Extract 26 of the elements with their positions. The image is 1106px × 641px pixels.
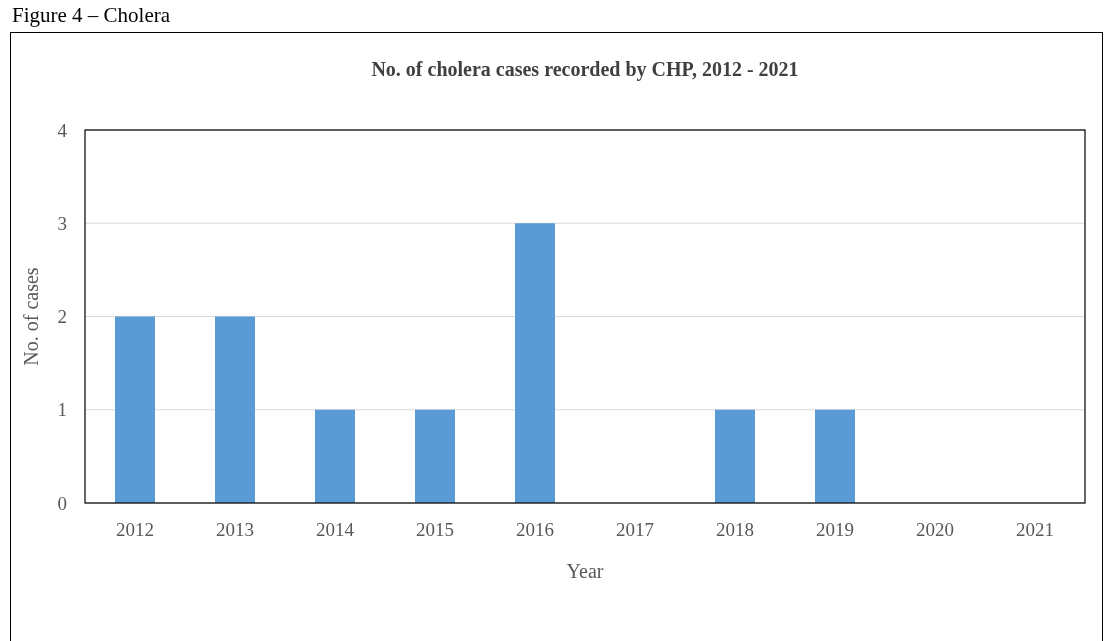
y-tick-label: 3 — [57, 212, 67, 234]
x-tick-label: 2017 — [616, 519, 654, 541]
chart-title: No. of cholera cases recorded by CHP, 2012 - 2021 — [371, 58, 799, 81]
bar — [315, 409, 355, 503]
bar — [115, 316, 155, 503]
x-tick-label: 2019 — [816, 519, 854, 541]
y-tick-label: 0 — [57, 492, 67, 514]
bar — [515, 223, 555, 503]
y-tick-label: 2 — [57, 306, 67, 328]
x-tick-label: 2018 — [716, 519, 754, 541]
x-axis-title: Year — [566, 560, 604, 582]
x-tick-label: 2021 — [1016, 519, 1054, 541]
y-axis-title: No. of cases — [20, 267, 42, 366]
x-tick-label: 2015 — [416, 519, 454, 541]
y-tick-label: 4 — [57, 119, 68, 141]
bar — [715, 409, 755, 503]
caption: Figure 4 – Cholera — [12, 3, 171, 27]
bar — [215, 316, 255, 503]
bar — [415, 409, 455, 503]
x-tick-label: 2016 — [516, 519, 554, 541]
x-tick-label: 2013 — [216, 519, 254, 541]
x-tick-label: 2014 — [316, 519, 355, 541]
y-tick-label: 1 — [57, 399, 67, 421]
x-tick-label: 2020 — [916, 519, 954, 541]
bar — [815, 409, 855, 503]
x-tick-label: 2012 — [116, 519, 154, 541]
